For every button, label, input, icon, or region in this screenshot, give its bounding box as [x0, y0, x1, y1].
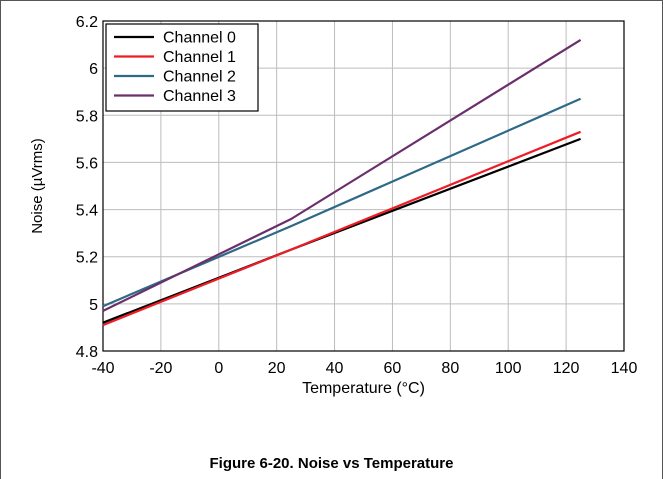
y-tick-label: 5.6 — [76, 155, 98, 172]
legend-label: Channel 1 — [163, 49, 236, 66]
x-tick-label: 120 — [553, 360, 580, 377]
y-tick-label: 5 — [89, 297, 98, 314]
plot-area — [102, 20, 625, 352]
legend-label: Channel 2 — [163, 69, 236, 86]
x-axis-label: Temperature (°C) — [302, 380, 425, 397]
x-tick-label: 60 — [384, 360, 402, 377]
series-line-channel-1 — [102, 130, 582, 327]
series-lines — [102, 38, 582, 327]
x-tick-label: -40 — [91, 360, 114, 377]
x-tick-label: -20 — [149, 360, 172, 377]
y-tick-label: 5.8 — [76, 108, 98, 125]
series-line-channel-0 — [102, 137, 581, 324]
y-tick-label: 6.2 — [76, 14, 98, 31]
x-tick-label: 100 — [495, 360, 522, 377]
legend-label: Channel 0 — [163, 30, 236, 47]
y-tick-label: 5.2 — [76, 250, 98, 267]
x-tick-label: 40 — [326, 360, 344, 377]
x-tick-label: 20 — [268, 360, 286, 377]
y-tick-labels: 4.8 5 5.2 5.4 5.6 5.8 6 6.2 — [76, 14, 98, 361]
y-tick-label: 6 — [89, 61, 98, 78]
legend: Channel 0 Channel 1 Channel 2 Channel 3 — [105, 23, 259, 112]
grid — [103, 21, 624, 351]
x-tick-label: 0 — [214, 360, 223, 377]
figure-caption: Figure 6-20. Noise vs Temperature — [209, 455, 454, 472]
x-tick-label: 140 — [611, 360, 638, 377]
x-tick-labels: -40 -20 0 20 40 60 80 100 120 140 — [91, 360, 637, 377]
x-tick-label: 80 — [441, 360, 459, 377]
y-tick-label: 5.4 — [76, 203, 98, 220]
series-line-channel-3 — [102, 38, 582, 312]
legend-label: Channel 3 — [163, 88, 236, 105]
y-axis-label: Noise (µVrms) — [29, 138, 46, 234]
y-tick-label: 4.8 — [76, 344, 98, 361]
